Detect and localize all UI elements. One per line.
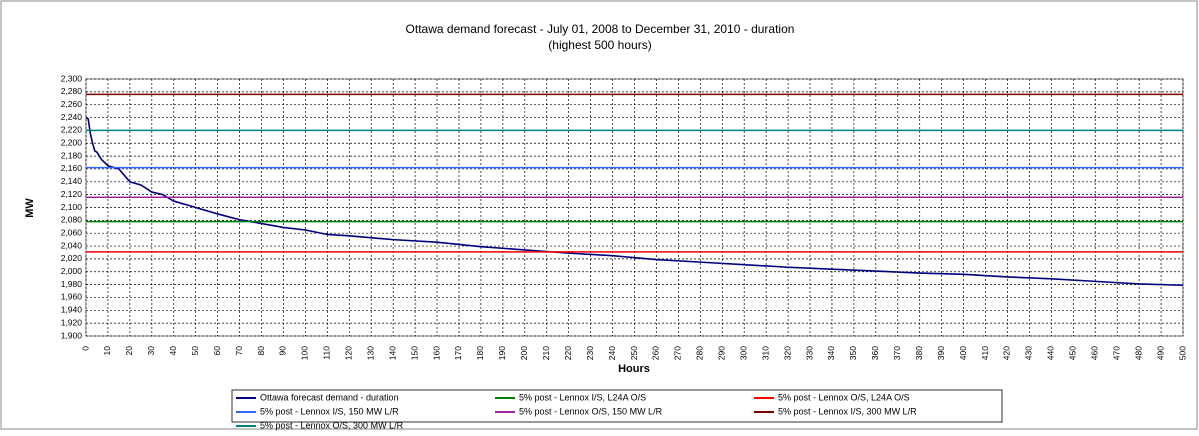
y-axis-label: MW bbox=[24, 198, 36, 218]
legend-label: 5% post - Lennox I/S, 300 MW L/R bbox=[778, 406, 917, 416]
x-tick-label: 120 bbox=[344, 346, 354, 360]
legend-label: 5% post - Lennox O/S, L24A O/S bbox=[778, 392, 910, 402]
x-tick-label: 100 bbox=[300, 346, 310, 360]
chart-subtitle: (highest 500 hours) bbox=[548, 38, 651, 52]
x-tick-label: 10 bbox=[102, 346, 112, 356]
x-tick-label: 310 bbox=[760, 346, 770, 360]
x-tick-label: 280 bbox=[695, 346, 705, 360]
x-tick-label: 290 bbox=[717, 346, 727, 360]
x-tick-label: 240 bbox=[607, 346, 617, 360]
y-tick-label: 2,040 bbox=[61, 240, 83, 250]
x-tick-label: 350 bbox=[848, 346, 858, 360]
y-tick-label: 2,060 bbox=[61, 227, 83, 237]
x-tick-label: 470 bbox=[1111, 346, 1121, 360]
y-tick-label: 2,160 bbox=[61, 163, 83, 173]
x-axis-label: Hours bbox=[618, 363, 650, 375]
x-tick-label: 490 bbox=[1155, 346, 1165, 360]
x-tick-label: 500 bbox=[1177, 346, 1187, 360]
x-tick-label: 110 bbox=[322, 346, 332, 360]
y-tick-label: 1,960 bbox=[61, 292, 83, 302]
y-tick-label: 2,220 bbox=[61, 125, 83, 135]
legend-label: 5% post - Lennox O/S, 300 MW L/R bbox=[260, 420, 404, 430]
x-tick-label: 340 bbox=[826, 346, 836, 360]
y-tick-label: 2,140 bbox=[61, 176, 83, 186]
x-tick-label: 150 bbox=[409, 346, 419, 360]
x-tick-label: 330 bbox=[804, 346, 814, 360]
x-tick-label: 430 bbox=[1024, 346, 1034, 360]
y-tick-label: 2,300 bbox=[61, 73, 83, 83]
x-tick-label: 370 bbox=[892, 346, 902, 360]
legend-label: Ottawa forecast demand - duration bbox=[260, 392, 399, 402]
x-tick-label: 380 bbox=[914, 346, 924, 360]
y-tick-label: 2,280 bbox=[61, 86, 83, 96]
x-tick-label: 30 bbox=[146, 346, 156, 356]
y-tick-label: 2,000 bbox=[61, 266, 83, 276]
x-tick-label: 250 bbox=[629, 346, 639, 360]
x-tick-label: 400 bbox=[958, 346, 968, 360]
y-tick-label: 2,100 bbox=[61, 202, 83, 212]
x-tick-label: 20 bbox=[124, 346, 134, 356]
x-tick-label: 220 bbox=[563, 346, 573, 360]
x-tick-label: 170 bbox=[453, 346, 463, 360]
x-tick-label: 410 bbox=[980, 346, 990, 360]
x-tick-label: 50 bbox=[190, 346, 200, 356]
x-tick-label: 70 bbox=[234, 346, 244, 356]
x-tick-label: 140 bbox=[387, 346, 397, 360]
y-tick-label: 1,920 bbox=[61, 317, 83, 327]
x-tick-label: 60 bbox=[212, 346, 222, 356]
y-tick-label: 2,200 bbox=[61, 138, 83, 148]
y-tick-label: 2,080 bbox=[61, 215, 83, 225]
x-tick-label: 40 bbox=[168, 346, 178, 356]
x-tick-label: 80 bbox=[256, 346, 266, 356]
series-line bbox=[85, 116, 1184, 287]
x-tick-label: 180 bbox=[475, 346, 485, 360]
x-tick-label: 0 bbox=[80, 346, 90, 351]
x-tick-label: 210 bbox=[541, 346, 551, 360]
x-tick-label: 320 bbox=[782, 346, 792, 360]
x-tick-label: 390 bbox=[936, 346, 946, 360]
legend-label: 5% post - Lennox I/S, L24A O/S bbox=[519, 392, 646, 402]
legend-box bbox=[231, 389, 1003, 423]
x-tick-label: 200 bbox=[519, 346, 529, 360]
y-tick-label: 1,940 bbox=[61, 305, 83, 315]
x-tick-label: 420 bbox=[1002, 346, 1012, 360]
legend-label: 5% post - Lennox I/S, 150 MW L/R bbox=[260, 406, 399, 416]
x-tick-label: 480 bbox=[1133, 346, 1143, 360]
x-tick-label: 270 bbox=[673, 346, 683, 360]
y-tick-label: 1,900 bbox=[61, 330, 83, 340]
x-tick-label: 230 bbox=[585, 346, 595, 360]
x-tick-label: 130 bbox=[365, 346, 375, 360]
y-tick-label: 2,240 bbox=[61, 112, 83, 122]
x-tick-label: 460 bbox=[1089, 346, 1099, 360]
x-tick-label: 450 bbox=[1068, 346, 1078, 360]
y-tick-label: 2,020 bbox=[61, 253, 83, 263]
x-tick-label: 160 bbox=[431, 346, 441, 360]
legend-label: 5% post - Lennox O/S, 150 MW L/R bbox=[519, 406, 663, 416]
chart-title: Ottawa demand forecast - July 01, 2008 t… bbox=[406, 22, 795, 36]
y-tick-label: 1,980 bbox=[61, 279, 83, 289]
x-tick-label: 300 bbox=[738, 346, 748, 360]
x-tick-label: 260 bbox=[651, 346, 661, 360]
y-tick-label: 2,260 bbox=[61, 99, 83, 109]
x-tick-label: 190 bbox=[497, 346, 507, 360]
y-tick-label: 2,180 bbox=[61, 150, 83, 160]
x-tick-label: 440 bbox=[1046, 346, 1056, 360]
y-tick-label: 2,120 bbox=[61, 189, 83, 199]
x-tick-label: 360 bbox=[870, 346, 880, 360]
x-tick-label: 90 bbox=[278, 346, 288, 356]
